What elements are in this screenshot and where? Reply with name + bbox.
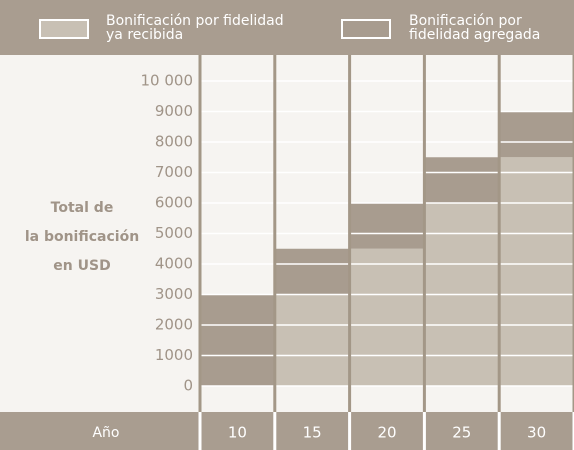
bar [349, 203, 425, 249]
y-axis-label: Total de [51, 200, 114, 216]
bar [499, 111, 574, 158]
legend-band [0, 0, 574, 55]
bar [274, 294, 350, 386]
y-tick-label: 4000 [155, 255, 193, 273]
legend-swatch [39, 19, 89, 39]
bar [424, 157, 500, 203]
legend-label: Bonificación por fidelidad ya recibida [106, 13, 284, 43]
bar [349, 248, 425, 386]
bar [200, 294, 275, 386]
x-axis-label: Año [92, 425, 119, 441]
x-tick-label: 20 [377, 424, 396, 442]
x-tick-label: 10 [228, 424, 247, 442]
y-tick-label: 5000 [155, 224, 193, 242]
y-tick-label: 9000 [155, 102, 193, 120]
y-tick-label: 0 [183, 377, 193, 395]
y-tick-label: 3000 [155, 285, 193, 303]
bar [499, 157, 574, 386]
y-tick-label: 6000 [155, 194, 193, 212]
y-tick-label: 1000 [155, 346, 193, 364]
x-tick-label: 30 [527, 424, 546, 442]
y-tick-label: 10 000 [141, 72, 194, 90]
x-band [0, 412, 574, 450]
x-tick-label: 25 [452, 424, 471, 442]
bar [274, 248, 350, 295]
legend-swatch [341, 19, 391, 39]
y-axis-label: la bonificación [25, 229, 139, 245]
y-tick-label: 7000 [155, 163, 193, 181]
y-axis-label: en USD [53, 258, 110, 274]
y-tick-label: 8000 [155, 133, 193, 151]
x-tick-label: 15 [303, 424, 322, 442]
y-tick-label: 2000 [155, 316, 193, 334]
legend-label: Bonificación por fidelidad agregada [409, 13, 541, 43]
